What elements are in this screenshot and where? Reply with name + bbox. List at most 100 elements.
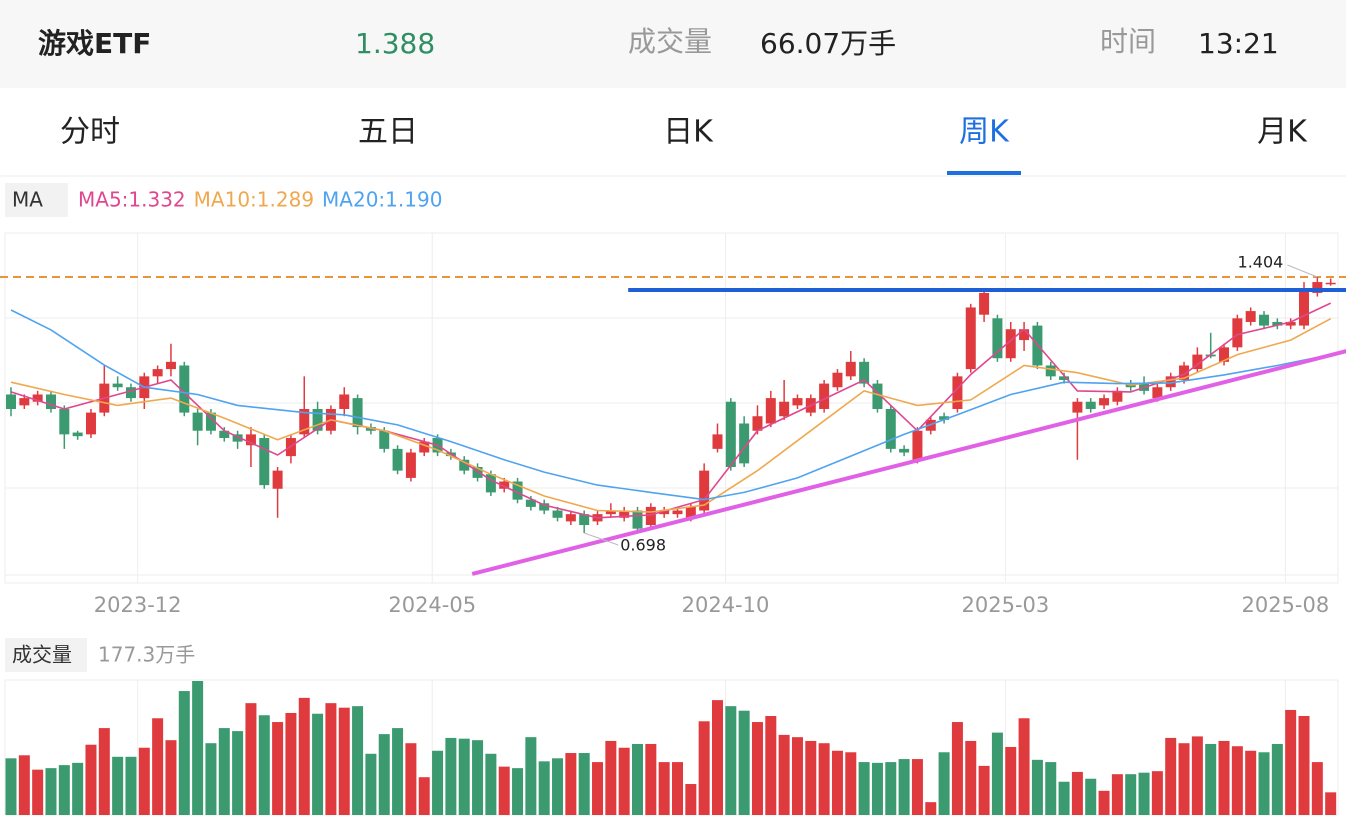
volume-bar [1045, 762, 1057, 815]
volume-bar [232, 731, 244, 815]
volume-label: 成交量 [628, 25, 712, 58]
volume-bar [1138, 772, 1150, 815]
volume-panel-label: 成交量 [12, 643, 72, 667]
volume-bar [818, 743, 830, 815]
candle-body [259, 437, 270, 486]
candle-body [165, 361, 176, 370]
candle-body [1099, 398, 1110, 406]
volume-bar [618, 747, 630, 815]
tab[interactable]: 五日 [358, 115, 418, 150]
volume-bar [632, 743, 644, 815]
volume-bar [272, 722, 284, 815]
volume-bar [1218, 740, 1230, 815]
candle-body [485, 474, 496, 493]
volume-bar [552, 758, 564, 815]
tab[interactable]: 日K [663, 115, 714, 150]
candle-body [1005, 329, 1016, 359]
volume-bar [1285, 709, 1297, 815]
volume-bar [485, 753, 497, 815]
legend-entry: MA20:1.190 [322, 188, 442, 212]
candle-body [125, 387, 136, 399]
candle-body [1085, 401, 1096, 409]
volume-bar [1031, 759, 1043, 815]
volume-bar [72, 762, 84, 815]
tab[interactable]: 分时 [60, 115, 120, 150]
ma-line [10, 302, 1332, 519]
volume-bar [165, 740, 177, 815]
candle-body [752, 416, 763, 431]
candle-body [419, 441, 430, 453]
candle-body [245, 434, 256, 446]
volume-bar [871, 762, 883, 815]
volume-bar [845, 752, 857, 815]
volume-bar [245, 703, 257, 815]
volume-bar [1258, 752, 1270, 815]
candle-body [899, 448, 910, 453]
volume-bar [325, 703, 337, 815]
candle-body [685, 506, 696, 518]
candle-body [72, 432, 83, 437]
volume-bar [138, 747, 150, 815]
volume: 66.07万手 [760, 27, 896, 60]
candle-body [59, 408, 70, 435]
price-grid [4, 232, 1339, 816]
legend-entry: MA5:1.332 [78, 188, 186, 212]
volume-bar [205, 743, 217, 815]
volume-bar [472, 740, 484, 815]
x-tick-label: 2024-10 [682, 593, 770, 617]
volume-bar [338, 707, 350, 815]
volume-bar [858, 762, 870, 815]
candle-body [632, 510, 643, 529]
tab[interactable]: 周K [959, 115, 1010, 150]
volume-bar [951, 722, 963, 815]
candle-body [885, 408, 896, 449]
candle-body [1179, 365, 1190, 380]
volume-bar [1005, 746, 1017, 815]
candle-body [459, 459, 470, 471]
candle-body [645, 506, 656, 526]
volume-bar [565, 753, 577, 815]
candle-body [1059, 376, 1070, 380]
legend-entry: MA10:1.289 [194, 188, 314, 212]
volume-bar [365, 753, 377, 815]
volume-bar [1271, 743, 1283, 815]
volume-bar [445, 737, 457, 815]
candle-body [45, 394, 56, 409]
volume-bar [1178, 743, 1190, 815]
candle-body [765, 398, 776, 424]
volume-bar [1191, 736, 1203, 815]
candle-body [1325, 282, 1336, 285]
candle-body [5, 394, 16, 409]
volume-bar [965, 740, 977, 815]
volume-bar [98, 728, 110, 815]
x-tick-label: 2025-03 [962, 593, 1050, 617]
candle-body [725, 401, 736, 468]
volume-bar [671, 762, 683, 815]
candle-body [952, 376, 963, 409]
candle-body [525, 499, 536, 507]
volume-bar [1298, 715, 1310, 815]
volume-bar [285, 712, 297, 815]
volume-bar [498, 766, 510, 815]
candle-body [405, 452, 416, 478]
volume-bar [1245, 750, 1257, 815]
candle-body [552, 510, 563, 518]
tab[interactable]: 月K [1257, 115, 1308, 150]
max-annotation: 1.404 [1238, 252, 1284, 271]
candle-body [979, 292, 990, 315]
candle-body [605, 510, 616, 515]
header-bg [0, 0, 1346, 88]
volume-bar [432, 750, 444, 815]
candle-body [992, 318, 1003, 359]
candle-body [1259, 314, 1270, 326]
volume-bar [805, 740, 817, 815]
candle-body [1285, 321, 1296, 326]
volume-bar [1098, 790, 1110, 815]
candle-body [365, 427, 376, 431]
candle-body [205, 412, 216, 431]
volume-bar [378, 734, 390, 815]
volume-bar [698, 721, 710, 815]
max-leader [1287, 264, 1318, 278]
candle-body [832, 372, 843, 388]
